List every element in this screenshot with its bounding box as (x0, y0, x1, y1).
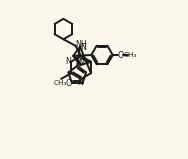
Text: N: N (78, 58, 84, 67)
Text: O: O (65, 79, 72, 88)
Text: N: N (65, 57, 71, 66)
Text: CH₃: CH₃ (54, 80, 67, 86)
Text: N: N (80, 43, 86, 52)
Text: CH₃: CH₃ (124, 52, 137, 58)
Text: O: O (117, 51, 124, 59)
Text: N: N (78, 78, 84, 87)
Text: NH: NH (75, 40, 86, 49)
